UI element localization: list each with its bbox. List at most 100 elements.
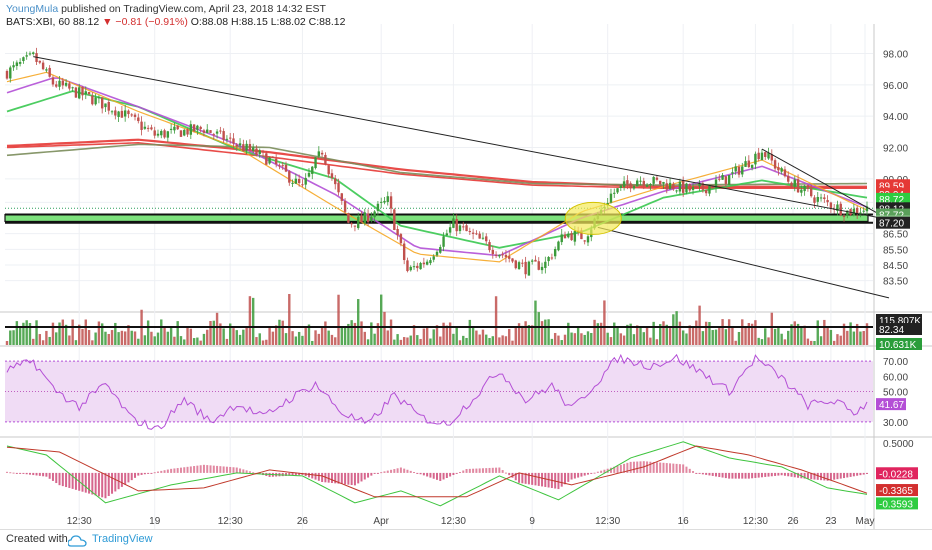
volume-bar (409, 335, 412, 345)
volume-bar (58, 322, 61, 345)
candle-body (419, 263, 422, 270)
candle-body (478, 233, 481, 239)
candle-body (547, 256, 550, 262)
macd-histogram-bar (813, 472, 816, 480)
candle-body (560, 234, 563, 243)
volume-bar (383, 311, 386, 345)
macd-histogram-bar (242, 469, 245, 473)
macd-histogram-bar (15, 472, 18, 474)
volume-bar (416, 335, 419, 345)
volume-bar (675, 311, 678, 345)
volume-bar (370, 322, 373, 345)
footer-bar: Created with TradingView (0, 529, 932, 550)
macd-histogram-bar (698, 472, 701, 474)
candle-body (439, 247, 442, 253)
candle-body (150, 127, 153, 130)
macd-histogram-bar (340, 472, 343, 485)
volume-bar (767, 337, 770, 345)
candle-body (238, 143, 242, 146)
volume-bar (64, 324, 68, 345)
macd-histogram-bar (38, 472, 41, 476)
macd-tag (876, 497, 918, 510)
y-tick-label: 84.50 (883, 261, 908, 272)
candle-body (235, 144, 238, 147)
macd-histogram-bar (111, 472, 114, 494)
macd-histogram-bar (849, 472, 852, 477)
volume-bar (852, 331, 856, 345)
trendline (761, 148, 890, 221)
volume-bar (642, 332, 645, 345)
tradingview-brand[interactable]: TradingView (92, 533, 153, 545)
volume-bar (836, 334, 839, 345)
candle-body (622, 181, 626, 187)
macd-histogram-bar (662, 462, 665, 473)
volume-bar (586, 331, 590, 345)
candle-body (583, 240, 586, 242)
volume-bar (636, 325, 639, 345)
volume-bar (429, 338, 432, 345)
macd-histogram-bar (344, 472, 347, 485)
macd-histogram-bar (672, 463, 675, 473)
candle-body (261, 151, 265, 153)
candle-body (750, 164, 754, 168)
volume-bar (865, 323, 869, 345)
macd-histogram-bar (524, 472, 527, 484)
volume-bar (609, 337, 613, 345)
author-name[interactable]: YoungMula (6, 3, 59, 15)
volume-bar (534, 300, 537, 345)
volume-bar (724, 329, 728, 345)
candle-body (803, 185, 806, 192)
volume-bar (97, 321, 101, 345)
volume-bar (268, 328, 271, 345)
support-zone (4, 213, 869, 223)
macd-histogram-bar (22, 472, 25, 474)
macd-histogram-bar (862, 472, 865, 475)
candle-body (567, 233, 570, 238)
volume-bar (396, 334, 399, 345)
volume-bar (777, 327, 780, 345)
candle-body (672, 183, 675, 190)
macd-histogram-bar (859, 472, 862, 476)
macd-histogram-bar (268, 472, 271, 477)
candle-body (458, 225, 462, 232)
candle-body (629, 183, 632, 189)
volume-tag (876, 323, 922, 335)
x-tick-label: Apr (373, 516, 389, 527)
volume-bar (291, 331, 294, 345)
volume-bar (386, 330, 389, 345)
macd-histogram-bar (636, 461, 639, 473)
candle-body (760, 152, 764, 161)
macd-histogram-bar (724, 472, 727, 479)
candle-body (527, 261, 531, 276)
volume-bar (672, 314, 675, 345)
macd-histogram-bar (445, 472, 448, 478)
volume-bar (462, 335, 465, 345)
macd-histogram-bar (557, 472, 560, 490)
candle-body (376, 203, 380, 211)
volume-bar (829, 329, 833, 345)
macd-histogram-bar (534, 472, 537, 486)
volume-bar (337, 294, 340, 345)
volume-bar (698, 305, 701, 345)
candle-body (294, 178, 298, 184)
macd-histogram-bar (692, 471, 695, 473)
macd-histogram-bar (252, 472, 255, 474)
candle-body (636, 180, 639, 187)
volume-bar (235, 330, 238, 345)
macd-histogram-bar (406, 469, 409, 473)
volume-bar (701, 331, 705, 345)
macd-histogram-bar (806, 472, 809, 479)
volume-bar (104, 331, 107, 345)
volume-bar (668, 328, 672, 345)
volume-bar (458, 340, 462, 345)
macd-histogram-bar (504, 472, 507, 474)
candle-body (645, 185, 649, 187)
macd-histogram-bar (787, 472, 790, 477)
candle-body (100, 97, 104, 109)
volume-bar (547, 319, 550, 345)
macd-histogram-bar (232, 467, 235, 473)
volume-bar (583, 334, 586, 345)
candle-body (475, 233, 478, 235)
macd-histogram-bar (626, 462, 629, 473)
macd-histogram-bar (843, 472, 846, 479)
